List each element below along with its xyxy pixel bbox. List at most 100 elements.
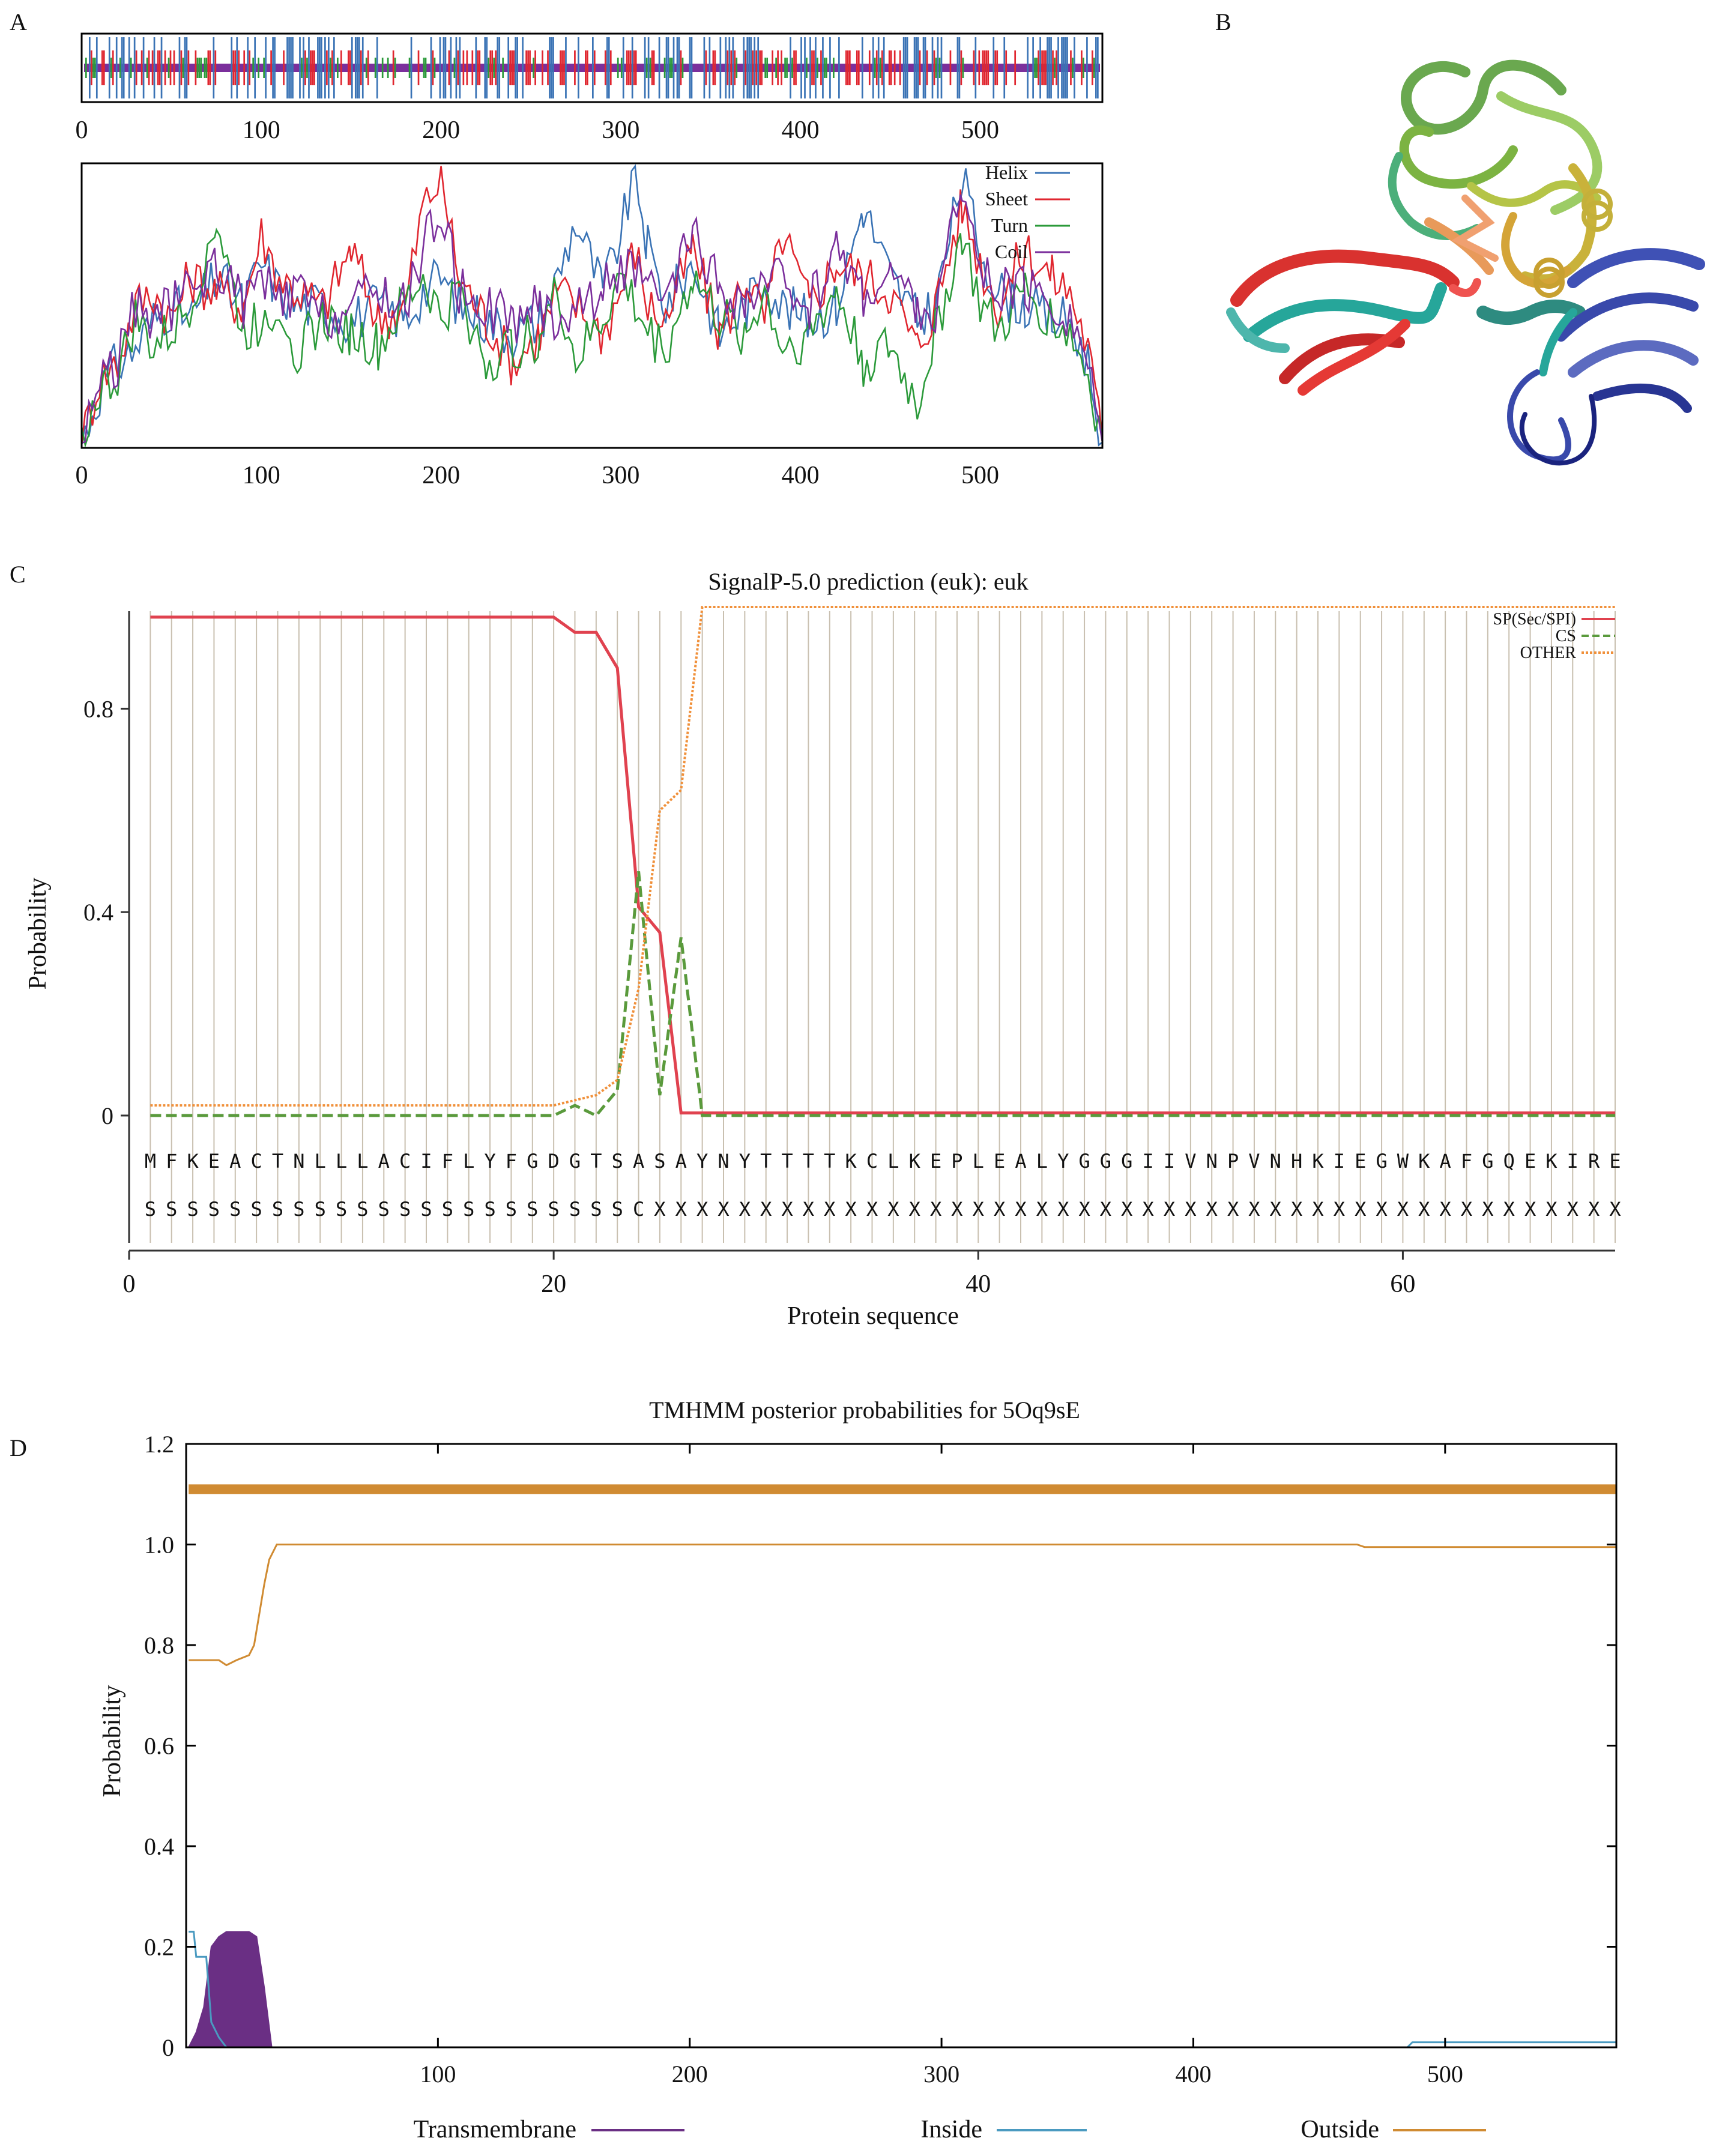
track-turn-bar bbox=[434, 58, 436, 78]
track-sheet-bar bbox=[101, 50, 103, 85]
track-sheet-bar bbox=[593, 50, 596, 85]
track-helix-bar bbox=[800, 37, 802, 98]
track-sheet-bar bbox=[793, 50, 795, 85]
annotation-letter: X bbox=[1461, 1198, 1472, 1221]
track-turn-bar bbox=[874, 58, 876, 78]
track-turn-bar bbox=[306, 58, 308, 78]
track-helix-bar bbox=[308, 37, 310, 98]
track-helix-bar bbox=[931, 37, 934, 98]
track-turn-bar bbox=[879, 58, 881, 78]
track-helix-bar bbox=[450, 37, 452, 98]
track-helix-bar bbox=[430, 37, 432, 98]
track-sheet-bar bbox=[232, 50, 235, 85]
annotation-letter: X bbox=[1270, 1198, 1281, 1221]
annotation-letter: S bbox=[484, 1198, 495, 1221]
track-sheet-bar bbox=[848, 50, 851, 85]
track-sheet-bar bbox=[135, 50, 137, 85]
annotation-letter: X bbox=[1440, 1198, 1451, 1221]
sequence-residue: T bbox=[760, 1150, 772, 1173]
track-turn-bar bbox=[110, 58, 112, 78]
track-sheet-bar bbox=[960, 50, 962, 85]
track-helix-bar bbox=[515, 37, 516, 98]
track-sheet-bar bbox=[164, 50, 166, 85]
track-turn-bar bbox=[817, 58, 818, 78]
sequence-residue: E bbox=[994, 1150, 1005, 1173]
track-turn-bar bbox=[736, 58, 738, 78]
track-turn-bar bbox=[620, 58, 623, 78]
sequence-residue: S bbox=[612, 1150, 623, 1173]
track-sheet-bar bbox=[367, 50, 369, 85]
track-turn-bar bbox=[204, 58, 206, 78]
track-sheet-bar bbox=[881, 50, 883, 85]
track-turn-bar bbox=[365, 58, 367, 78]
track-sheet-bar bbox=[249, 50, 251, 85]
track-helix-bar bbox=[743, 37, 745, 98]
track-sheet-bar bbox=[820, 50, 822, 85]
track-sheet-bar bbox=[479, 50, 481, 85]
track-sheet-bar bbox=[347, 50, 349, 85]
track-turn-bar bbox=[663, 58, 666, 78]
track-helix-bar bbox=[356, 37, 358, 98]
track-helix-bar bbox=[1048, 37, 1050, 98]
sequence-residue: L bbox=[463, 1150, 474, 1173]
signalp-y-tick-label: 0.8 bbox=[83, 695, 113, 722]
sequence-residue: P bbox=[951, 1150, 962, 1173]
track-helix-bar bbox=[178, 37, 181, 98]
sequence-residue: I bbox=[1567, 1150, 1579, 1173]
track-sheet-bar bbox=[527, 50, 529, 85]
sequence-residue: P bbox=[1227, 1150, 1239, 1173]
track-helix-bar bbox=[552, 37, 554, 98]
track-sheet-bar bbox=[629, 50, 632, 85]
track-helix-bar bbox=[153, 37, 156, 98]
annotation-letter: X bbox=[654, 1198, 665, 1221]
tmhmm-x-tick-label: 100 bbox=[420, 2061, 456, 2088]
track-helix-bar bbox=[498, 37, 501, 98]
track-sheet-bar bbox=[585, 50, 587, 85]
sequence-residue: C bbox=[251, 1150, 262, 1173]
track-sheet-bar bbox=[477, 50, 479, 85]
sequence-residue: F bbox=[166, 1150, 177, 1173]
track-sheet-bar bbox=[270, 50, 272, 85]
track-helix-bar bbox=[872, 37, 874, 98]
track-helix-bar bbox=[303, 37, 304, 98]
track-helix-bar bbox=[647, 37, 650, 98]
track-turn-bar bbox=[533, 58, 534, 78]
track-helix-bar bbox=[748, 37, 751, 98]
panel-label-d: D bbox=[10, 1434, 27, 1461]
track-turn-bar bbox=[205, 58, 208, 78]
track-helix-bar bbox=[815, 37, 817, 98]
sequence-residue: V bbox=[1248, 1150, 1260, 1173]
track-sheet-bar bbox=[845, 50, 847, 85]
track-x-tick-label: 0 bbox=[76, 116, 88, 144]
annotation-letter: S bbox=[463, 1198, 474, 1221]
tmhmm-y-tick-label: 1.2 bbox=[144, 1431, 174, 1458]
track-sheet-bar bbox=[759, 50, 761, 85]
track-sheet-bar bbox=[148, 50, 150, 85]
sequence-residue: I bbox=[1164, 1150, 1175, 1173]
track-turn-bar bbox=[1072, 58, 1074, 78]
sequence-residue: E bbox=[930, 1150, 941, 1173]
track-turn-bar bbox=[182, 58, 184, 78]
track-turn-bar bbox=[301, 58, 303, 78]
track-helix-bar bbox=[486, 37, 488, 98]
track-turn-bar bbox=[833, 58, 835, 78]
sequence-residue: A bbox=[229, 1150, 241, 1173]
track-helix-bar bbox=[213, 37, 215, 98]
track-sheet-bar bbox=[635, 50, 637, 85]
track-helix-bar bbox=[622, 37, 624, 98]
track-turn-bar bbox=[617, 58, 619, 78]
track-sheet-bar bbox=[243, 50, 246, 85]
track-helix-bar bbox=[728, 37, 731, 98]
track-turn-bar bbox=[764, 58, 767, 78]
track-helix-bar bbox=[1047, 37, 1048, 98]
annotation-letter: X bbox=[1185, 1198, 1196, 1221]
track-sheet-bar bbox=[331, 50, 333, 85]
track-sheet-bar bbox=[730, 50, 733, 85]
legend-label-helix: Helix bbox=[985, 162, 1028, 183]
legend-label-turn: Turn bbox=[991, 214, 1028, 236]
track-turn-bar bbox=[671, 58, 673, 78]
track-helix-bar bbox=[1063, 37, 1065, 98]
annotation-letter: X bbox=[930, 1198, 941, 1221]
